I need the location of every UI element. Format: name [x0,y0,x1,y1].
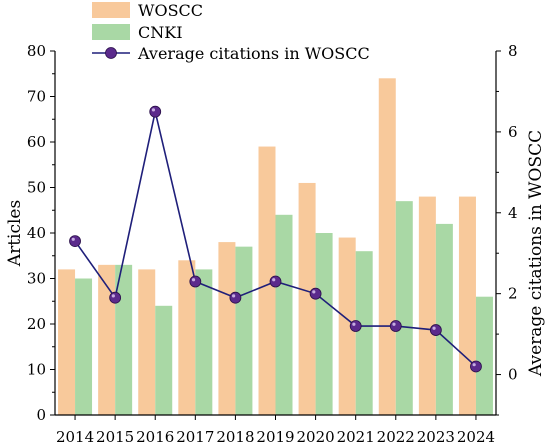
x-tick-label-2014: 2014 [56,428,94,446]
y-tick-label-right-6: 6 [508,123,518,141]
x-tick-label-2016: 2016 [136,428,174,446]
point-average-citations-2022 [389,320,402,332]
x-tick-label-2022: 2022 [377,428,415,446]
bar-cnki-2014 [75,278,93,415]
bar-woscc-2016 [138,269,156,415]
legend-swatch-woscc [92,2,130,18]
bar-woscc-2021 [338,237,356,415]
x-tick-label-2017: 2017 [176,428,214,446]
point-average-citations-2020 [309,287,322,300]
y-tick-label-left-40: 40 [27,224,46,242]
y-axis-title-right: Average citations in WOSCC [526,130,546,377]
point-highlight-2019 [272,278,276,282]
legend-marker-average-citations [105,47,117,59]
y-tick-label-right-8: 8 [508,42,518,60]
bar-cnki-2019 [275,214,293,415]
x-tick-label-2015: 2015 [96,428,134,446]
point-highlight-2018 [232,294,236,298]
x-tick-label-2020: 2020 [296,428,334,446]
x-tick-label-2019: 2019 [256,428,294,446]
bar-woscc-2019 [258,146,276,416]
point-average-citations-2014 [69,235,81,247]
point-highlight-2020 [312,290,316,294]
point-average-citations-2018 [229,291,242,304]
bar-woscc-2023 [418,196,436,415]
y-tick-label-left-0: 0 [36,406,46,424]
bar-cnki-2020 [315,233,333,415]
bar-cnki-2018 [235,246,253,415]
y-axis-title-left: Articles [5,200,25,267]
bar-cnki-2016 [155,305,173,415]
point-average-citations-2023 [429,324,442,336]
bar-woscc-2018 [218,242,236,415]
point-average-citations-2016 [149,105,162,118]
y-tick-label-right-4: 4 [508,204,518,222]
y-tick-label-left-30: 30 [27,270,46,288]
x-tick-label-2023: 2023 [417,428,455,446]
bar-woscc-2017 [178,260,196,415]
y-tick-label-left-80: 80 [27,42,46,60]
bar-cnki-2017 [195,269,213,415]
point-highlight-2014 [71,237,75,241]
bar-woscc-2022 [378,78,396,416]
y-tick-label-right-0: 0 [508,366,518,384]
x-tick-label-2021: 2021 [337,428,375,446]
bar-cnki-2015 [115,264,133,415]
y-tick-label-right-2: 2 [508,285,518,303]
legend: WOSCC CNKI Average citations in WOSCC [92,1,370,63]
point-highlight-2021 [352,322,356,326]
bar-woscc-2015 [98,264,116,415]
y-tick-label-left-60: 60 [27,133,46,151]
bar-woscc-2024 [458,196,476,415]
x-tick-label-2018: 2018 [216,428,254,446]
point-average-citations-2015 [109,291,122,304]
point-highlight-2017 [191,278,196,282]
point-average-citations-2019 [269,275,282,288]
y-tick-label-left-20: 20 [27,315,46,333]
bar-cnki-2021 [355,251,373,415]
point-average-citations-2024 [470,360,482,373]
point-highlight-2022 [392,322,396,326]
bar-cnki-2024 [475,296,493,415]
bar-woscc-2020 [298,182,316,415]
point-average-citations-2017 [189,275,202,288]
point-highlight-2016 [151,108,156,112]
legend-label-cnki: CNKI [138,23,183,42]
line-layer [69,105,482,373]
legend-label-average-citations: Average citations in WOSCC [137,44,370,63]
bar-cnki-2023 [435,223,453,415]
bar-woscc-2014 [58,269,76,415]
point-highlight-2023 [432,326,436,330]
y-tick-label-left-50: 50 [27,179,46,197]
legend-label-woscc: WOSCC [138,1,203,20]
x-tick-label-2024: 2024 [457,428,495,446]
legend-swatch-cnki [92,24,130,40]
bars-layer [58,78,493,416]
point-average-citations-2021 [349,320,362,332]
y-tick-label-left-70: 70 [27,88,46,106]
point-highlight-2015 [111,294,115,298]
point-highlight-2024 [472,363,476,367]
bar-cnki-2022 [395,201,413,415]
y-tick-label-left-10: 10 [27,361,46,379]
